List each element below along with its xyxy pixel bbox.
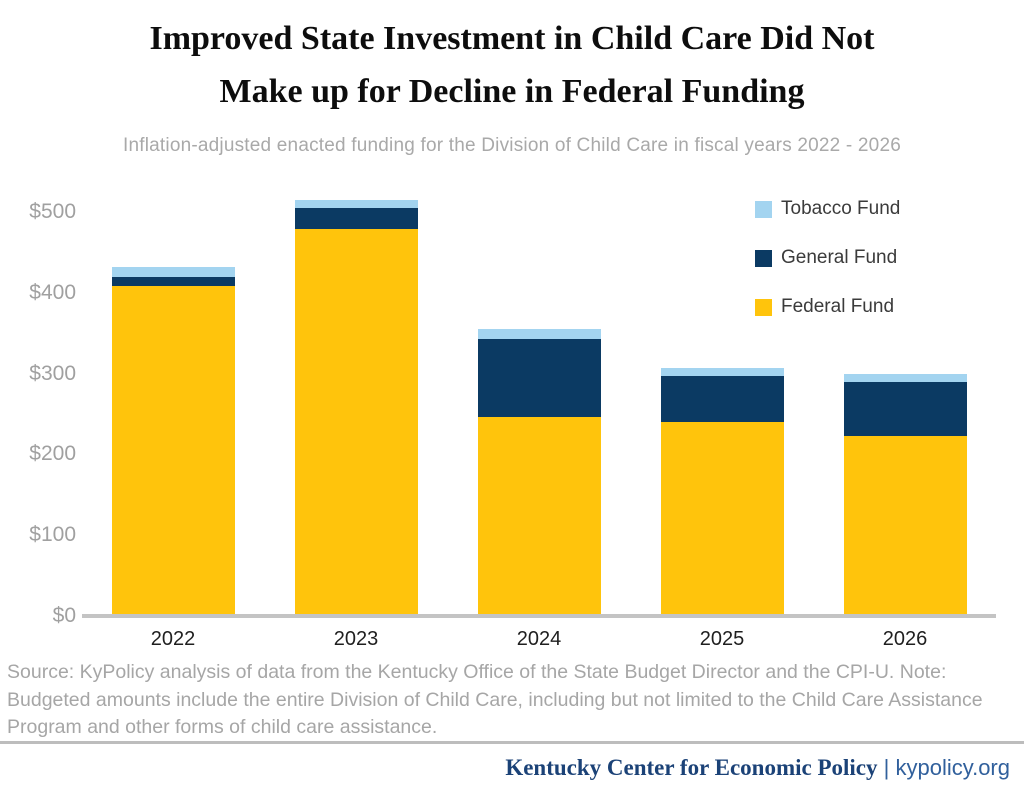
bar-segment-tobacco-fund — [660, 367, 784, 376]
chart-subtitle: Inflation-adjusted enacted funding for t… — [123, 135, 901, 156]
x-axis-label-2022: 2022 — [150, 628, 196, 650]
legend-swatch-icon — [755, 298, 772, 316]
x-axis-label-2026: 2026 — [882, 628, 928, 650]
bar-segment-federal-fund — [843, 436, 967, 614]
footer-site-link[interactable]: kypolicy.org — [895, 755, 1010, 780]
legend-swatch-icon — [755, 200, 772, 218]
stacked-bar-2023 — [294, 199, 418, 614]
bar-segment-general-fund — [294, 207, 418, 229]
bar-segment-tobacco-fund — [111, 267, 235, 278]
stacked-bar-2022 — [111, 267, 235, 614]
legend-item-federal-fund: Federal Fund — [755, 295, 900, 319]
bar-segment-general-fund — [843, 382, 967, 437]
y-axis-tick-label: $100 — [29, 523, 76, 547]
note-text: Note: Budgeted amounts include the entir… — [7, 661, 983, 738]
bar-segment-federal-fund — [111, 285, 235, 614]
bar-segment-tobacco-fund — [843, 374, 967, 383]
stacked-bar-plot: $0 $100 $200 $300 $400 $500 2022 2023 2024 2025 20… — [29, 199, 996, 650]
source-text: Source: KyPolicy analysis of data from t… — [7, 661, 895, 683]
y-axis-tick-label: $400 — [29, 280, 76, 304]
legend-swatch-icon — [755, 249, 772, 267]
stacked-bar-2026 — [843, 374, 967, 614]
bar-segment-general-fund — [660, 375, 784, 422]
chart-title-line2: Make up for Decline in Federal Funding — [219, 73, 805, 110]
bar-segment-federal-fund — [477, 416, 601, 614]
stacked-bar-2024 — [477, 328, 601, 614]
chart-title-line1: Improved State Investment in Child Care … — [149, 20, 875, 57]
legend-label: Federal Fund — [781, 296, 895, 317]
y-axis-tick-label: $0 — [52, 604, 76, 627]
bar-segment-tobacco-fund — [477, 328, 601, 340]
x-axis-label-2024: 2024 — [516, 628, 562, 650]
bar-segment-general-fund — [477, 339, 601, 417]
footer: Kentucky Center for Economic Policy | ky… — [0, 755, 1024, 781]
bar-segment-general-fund — [111, 277, 235, 286]
bar-segment-tobacco-fund — [294, 199, 418, 208]
y-axis-tick-label: $300 — [29, 361, 76, 385]
bar-segment-federal-fund — [660, 421, 784, 614]
y-axis-tick-label: $500 — [29, 200, 76, 223]
chart-title: Improved State Investment in Child Care … — [0, 12, 1024, 118]
bar-segment-federal-fund — [294, 228, 418, 614]
legend-item-tobacco-fund: Tobacco Fund — [755, 197, 900, 221]
y-axis-tick-label: $200 — [29, 442, 76, 466]
footer-org-name: Kentucky Center for Economic Policy — [505, 755, 878, 780]
legend-label: Tobacco Fund — [781, 198, 901, 219]
source-note: Source: KyPolicy analysis of data from t… — [7, 659, 1019, 742]
x-axis-baseline — [82, 614, 996, 618]
legend-label: General Fund — [781, 247, 898, 268]
chart-legend: Tobacco Fund General Fund Federal Fund — [755, 197, 900, 344]
legend-item-general-fund: General Fund — [755, 246, 900, 270]
stacked-bar-2025 — [660, 367, 784, 614]
x-axis-label-2025: 2025 — [699, 628, 745, 650]
footer-separator: | — [877, 755, 896, 780]
x-axis-label-2023: 2023 — [333, 628, 379, 650]
footer-divider — [0, 741, 1024, 744]
